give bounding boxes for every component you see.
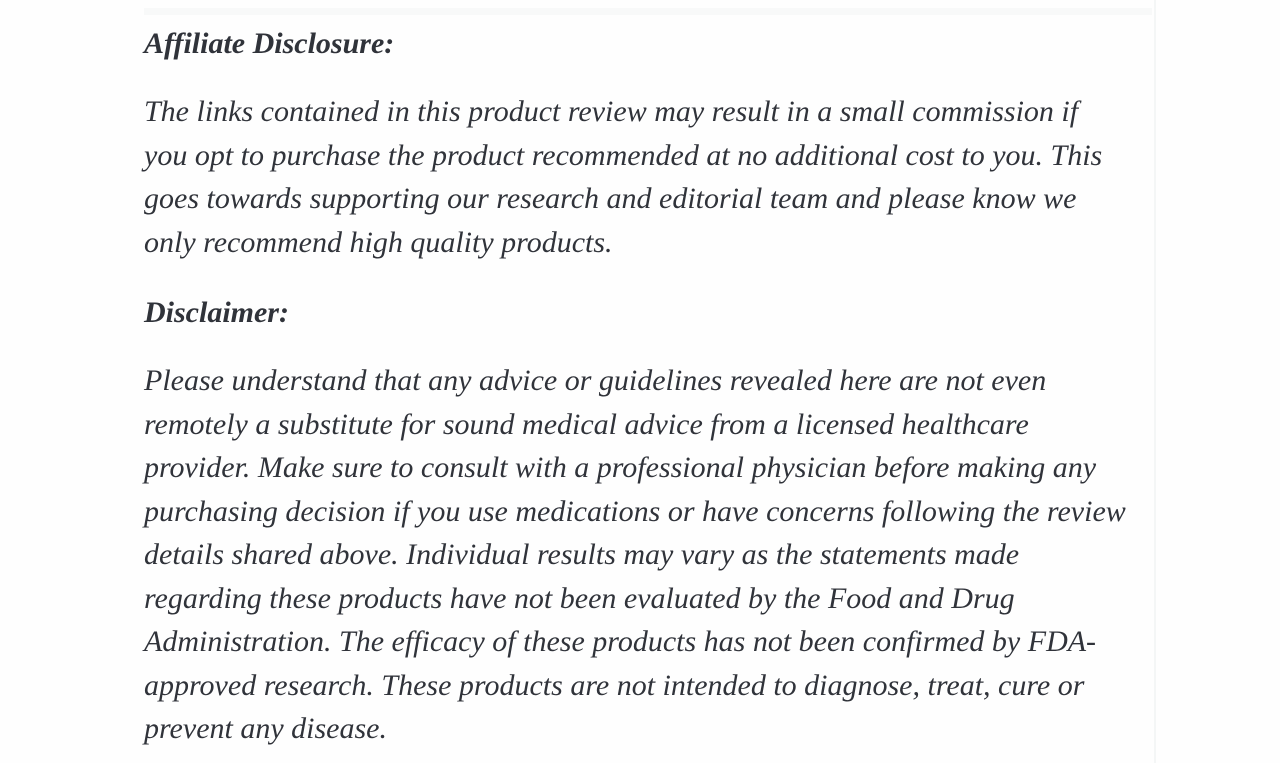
disclaimer-paragraph: Please understand that any advice or gui… — [144, 359, 1136, 751]
text-line: provider. Make sure to consult with a pr… — [144, 451, 1097, 484]
text-line: approved research. These products are no… — [144, 668, 1085, 702]
affiliate-disclosure-paragraph: The links contained in this product revi… — [144, 90, 1136, 264]
text-line: you opt to purchase the product recommen… — [144, 138, 1103, 172]
text-line: details shared above. Individual results… — [144, 538, 1020, 571]
affiliate-disclosure-section: Affiliate Disclosure: The links containe… — [144, 22, 1136, 264]
text-line: only recommend high quality products. — [144, 225, 613, 259]
disclaimer-section: Disclaimer: Please understand that any a… — [144, 291, 1136, 751]
text-line: Administration. The efficacy of these pr… — [144, 625, 1097, 658]
previous-block-bottom-edge — [144, 8, 1152, 15]
disclaimer-heading: Disclaimer: — [144, 296, 289, 329]
affiliate-disclosure-heading: Affiliate Disclosure: — [144, 27, 395, 60]
text-line: goes towards supporting our research and… — [144, 182, 1077, 215]
content-right-divider — [1154, 0, 1156, 763]
disclosure-content-column: Affiliate Disclosure: The links containe… — [144, 0, 1136, 763]
text-line: prevent any disease. — [144, 712, 387, 745]
text-line: remotely a substitute for sound medical … — [144, 407, 1029, 441]
text-line: The links contained in this product revi… — [144, 95, 1079, 128]
text-line: purchasing decision if you use medicatio… — [144, 494, 1126, 528]
text-line: regarding these products have not been e… — [144, 581, 1015, 615]
text-line: Please understand that any advice or gui… — [144, 364, 1047, 397]
